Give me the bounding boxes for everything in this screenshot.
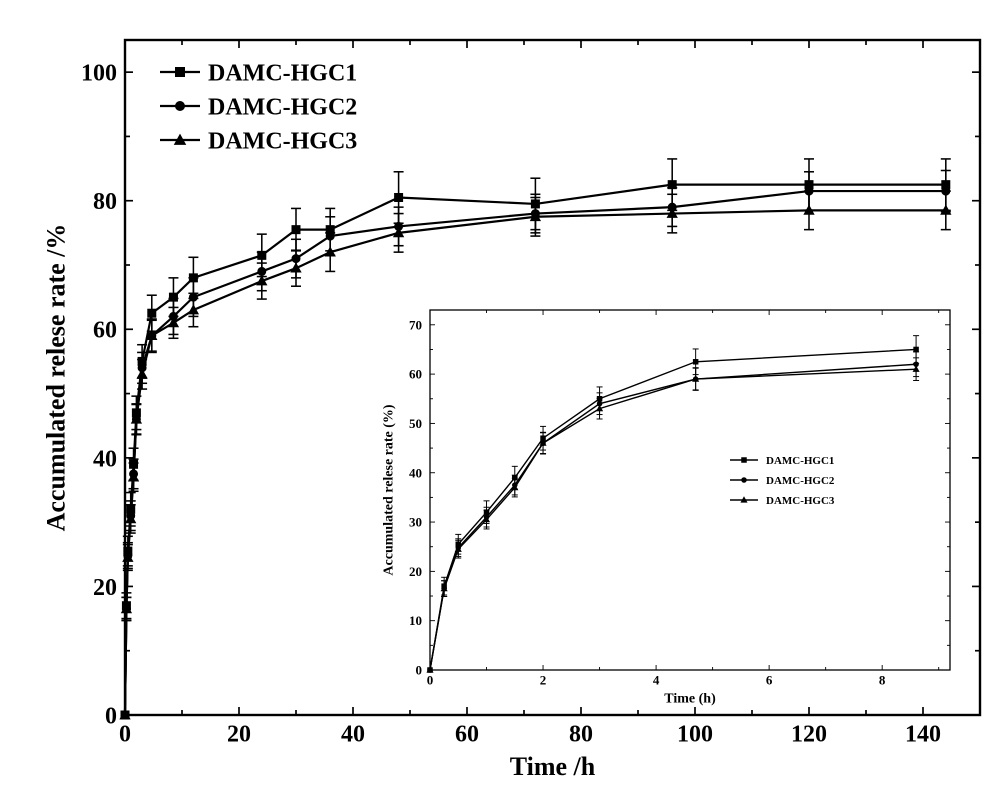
svg-text:0: 0 xyxy=(105,703,117,729)
svg-text:100: 100 xyxy=(677,721,713,747)
svg-text:DAMC-HGC2: DAMC-HGC2 xyxy=(208,94,357,120)
svg-text:Time (h): Time (h) xyxy=(664,692,716,707)
svg-text:100: 100 xyxy=(81,61,117,87)
svg-text:20: 20 xyxy=(93,575,117,601)
svg-text:60: 60 xyxy=(455,721,479,747)
svg-text:120: 120 xyxy=(791,721,827,747)
svg-text:DAMC-HGC3: DAMC-HGC3 xyxy=(766,495,835,507)
svg-text:20: 20 xyxy=(227,721,251,747)
svg-text:40: 40 xyxy=(409,465,422,480)
svg-text:40: 40 xyxy=(93,446,117,472)
svg-text:4: 4 xyxy=(653,672,660,687)
svg-text:Time /h: Time /h xyxy=(510,752,596,781)
svg-text:0: 0 xyxy=(427,672,434,687)
svg-text:Accumulated relese rate /%: Accumulated relese rate /% xyxy=(42,224,71,532)
svg-text:60: 60 xyxy=(93,318,117,344)
svg-text:8: 8 xyxy=(879,672,886,687)
svg-text:DAMC-HGC2: DAMC-HGC2 xyxy=(766,475,835,487)
svg-text:80: 80 xyxy=(569,721,593,747)
svg-text:DAMC-HGC1: DAMC-HGC1 xyxy=(208,60,357,86)
chart-container: 020406080100120140020406080100Time /hAcc… xyxy=(20,20,1000,783)
svg-text:2: 2 xyxy=(540,672,547,687)
svg-text:30: 30 xyxy=(409,515,422,530)
svg-text:0: 0 xyxy=(416,663,423,678)
svg-text:50: 50 xyxy=(409,416,422,431)
svg-text:0: 0 xyxy=(119,721,131,747)
chart-svg: 020406080100120140020406080100Time /hAcc… xyxy=(20,20,1000,783)
svg-text:40: 40 xyxy=(341,721,365,747)
svg-text:10: 10 xyxy=(409,613,422,628)
svg-text:DAMC-HGC1: DAMC-HGC1 xyxy=(766,455,834,467)
svg-text:6: 6 xyxy=(766,672,773,687)
svg-text:80: 80 xyxy=(93,189,117,215)
svg-text:Accumulated relese rate (%): Accumulated relese rate (%) xyxy=(382,404,397,576)
svg-text:140: 140 xyxy=(905,721,941,747)
svg-text:70: 70 xyxy=(409,317,422,332)
svg-text:DAMC-HGC3: DAMC-HGC3 xyxy=(208,128,357,154)
svg-text:60: 60 xyxy=(409,367,422,382)
svg-text:20: 20 xyxy=(409,564,422,579)
